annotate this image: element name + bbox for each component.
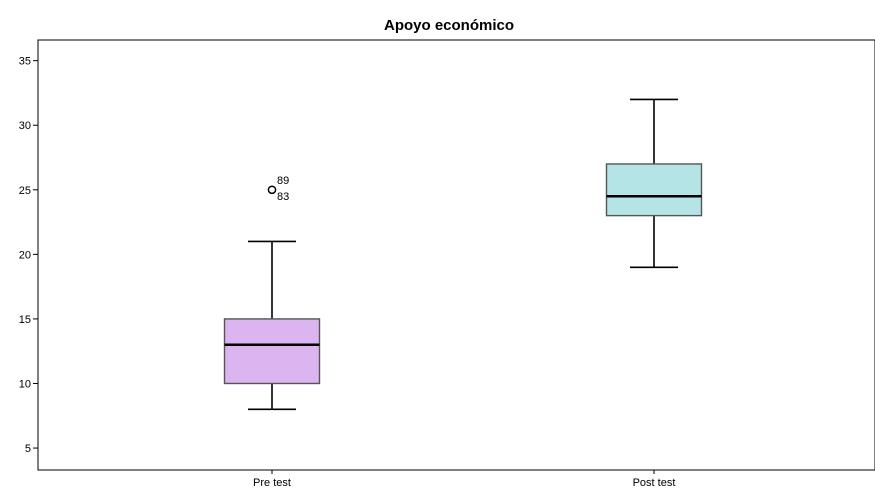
outlier-label: 89 xyxy=(277,175,289,187)
y-tick-label: 10 xyxy=(19,378,31,390)
y-axis: 5 10 15 20 25 30 35 xyxy=(19,56,38,455)
y-tick-label: 15 xyxy=(19,314,31,326)
y-tick-label: 20 xyxy=(19,249,31,261)
iqr-box xyxy=(605,163,703,217)
y-tick-label: 5 xyxy=(25,443,31,455)
iqr-box xyxy=(223,318,321,385)
y-tick-label: 30 xyxy=(19,120,31,132)
plot-frame xyxy=(37,39,875,471)
outlier-point xyxy=(267,185,277,195)
x-tick-label: Pre test xyxy=(253,477,291,488)
x-axis: Pre test Post test xyxy=(253,470,675,488)
box-group xyxy=(605,98,703,269)
y-tick-label: 35 xyxy=(19,56,31,68)
outlier-label: 83 xyxy=(277,191,289,203)
chart-title: Apoyo económico xyxy=(384,17,514,34)
x-tick-label: Post test xyxy=(633,477,676,488)
y-tick-label: 25 xyxy=(19,185,31,197)
